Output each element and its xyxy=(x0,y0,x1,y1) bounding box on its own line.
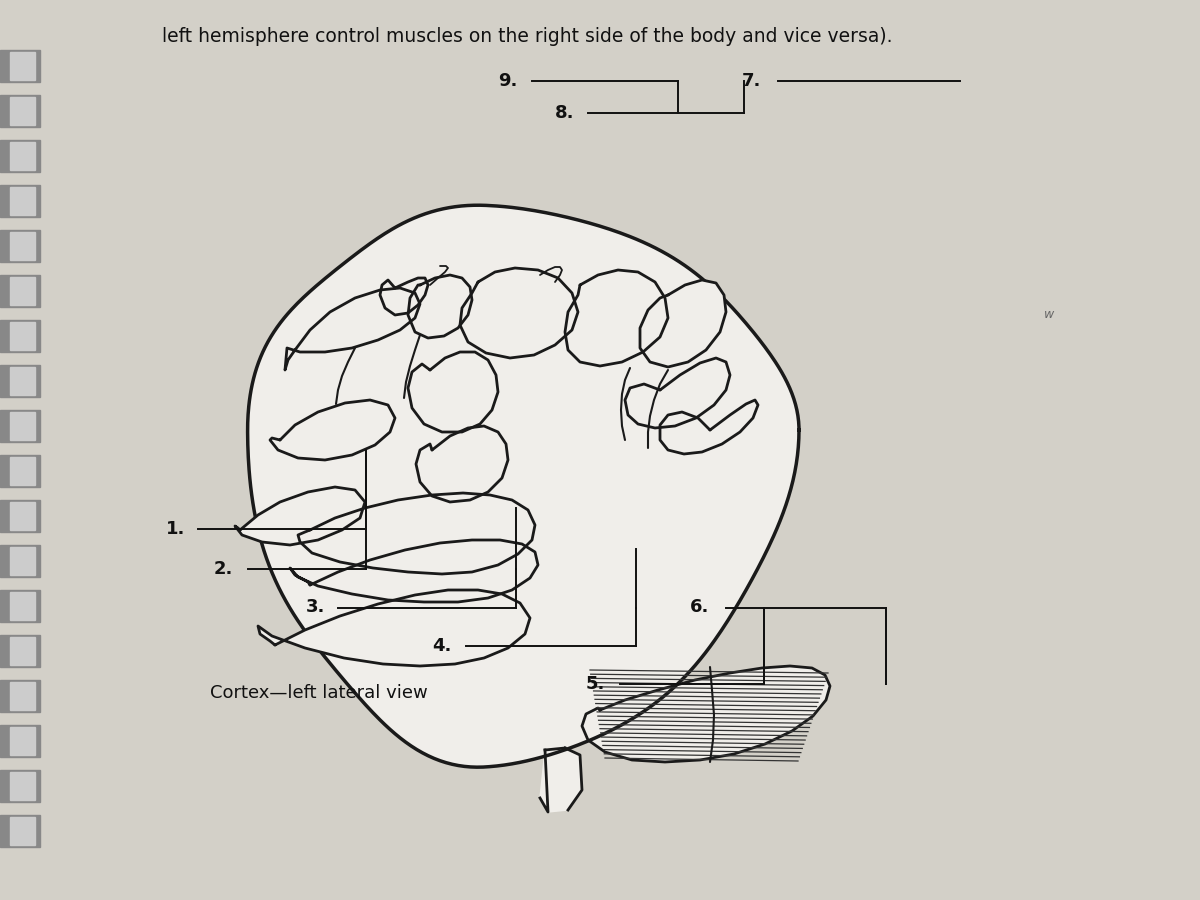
Text: 1.: 1. xyxy=(166,520,185,538)
Polygon shape xyxy=(0,680,40,712)
Polygon shape xyxy=(460,268,578,358)
Polygon shape xyxy=(10,142,35,170)
Polygon shape xyxy=(247,205,799,767)
Polygon shape xyxy=(10,772,35,800)
Polygon shape xyxy=(10,232,35,260)
Polygon shape xyxy=(408,275,472,338)
Polygon shape xyxy=(10,502,35,530)
Polygon shape xyxy=(10,97,35,125)
Text: 3.: 3. xyxy=(306,598,325,616)
Text: w: w xyxy=(1044,309,1055,321)
Polygon shape xyxy=(0,500,40,532)
Text: 5.: 5. xyxy=(586,675,605,693)
Polygon shape xyxy=(0,140,40,172)
Polygon shape xyxy=(10,727,35,755)
Text: 2.: 2. xyxy=(214,560,233,578)
Polygon shape xyxy=(10,187,35,215)
Polygon shape xyxy=(0,545,40,577)
Polygon shape xyxy=(0,95,40,127)
Polygon shape xyxy=(10,547,35,575)
Polygon shape xyxy=(0,410,40,442)
Polygon shape xyxy=(565,270,668,366)
Polygon shape xyxy=(258,590,530,666)
Polygon shape xyxy=(10,277,35,305)
Polygon shape xyxy=(380,278,428,315)
Polygon shape xyxy=(582,666,830,762)
Polygon shape xyxy=(640,280,726,367)
Text: 4.: 4. xyxy=(432,637,451,655)
Polygon shape xyxy=(10,592,35,620)
Polygon shape xyxy=(0,635,40,667)
Polygon shape xyxy=(0,230,40,262)
Polygon shape xyxy=(10,457,35,485)
Polygon shape xyxy=(290,540,538,602)
Polygon shape xyxy=(10,322,35,350)
Polygon shape xyxy=(625,358,730,428)
Polygon shape xyxy=(235,487,365,545)
Polygon shape xyxy=(10,817,35,845)
Polygon shape xyxy=(10,637,35,665)
Polygon shape xyxy=(0,320,40,352)
Polygon shape xyxy=(10,412,35,440)
Polygon shape xyxy=(0,590,40,622)
Polygon shape xyxy=(10,682,35,710)
Polygon shape xyxy=(0,50,40,82)
Polygon shape xyxy=(270,400,395,460)
Polygon shape xyxy=(660,400,758,454)
Polygon shape xyxy=(0,725,40,757)
Polygon shape xyxy=(408,352,498,432)
Text: 8.: 8. xyxy=(554,104,574,122)
Polygon shape xyxy=(0,815,40,847)
Text: 9.: 9. xyxy=(498,72,517,90)
Text: 7.: 7. xyxy=(742,72,761,90)
Text: left hemisphere control muscles on the right side of the body and vice versa).: left hemisphere control muscles on the r… xyxy=(162,27,893,46)
Text: Cortex—left lateral view: Cortex—left lateral view xyxy=(210,684,427,702)
Polygon shape xyxy=(0,185,40,217)
Polygon shape xyxy=(0,275,40,307)
Polygon shape xyxy=(10,52,35,80)
Polygon shape xyxy=(286,288,420,370)
Polygon shape xyxy=(416,426,508,502)
Polygon shape xyxy=(540,748,582,812)
Polygon shape xyxy=(298,493,535,574)
Polygon shape xyxy=(10,367,35,395)
Polygon shape xyxy=(0,770,40,802)
Text: 6.: 6. xyxy=(690,598,709,616)
Polygon shape xyxy=(0,365,40,397)
Polygon shape xyxy=(0,455,40,487)
